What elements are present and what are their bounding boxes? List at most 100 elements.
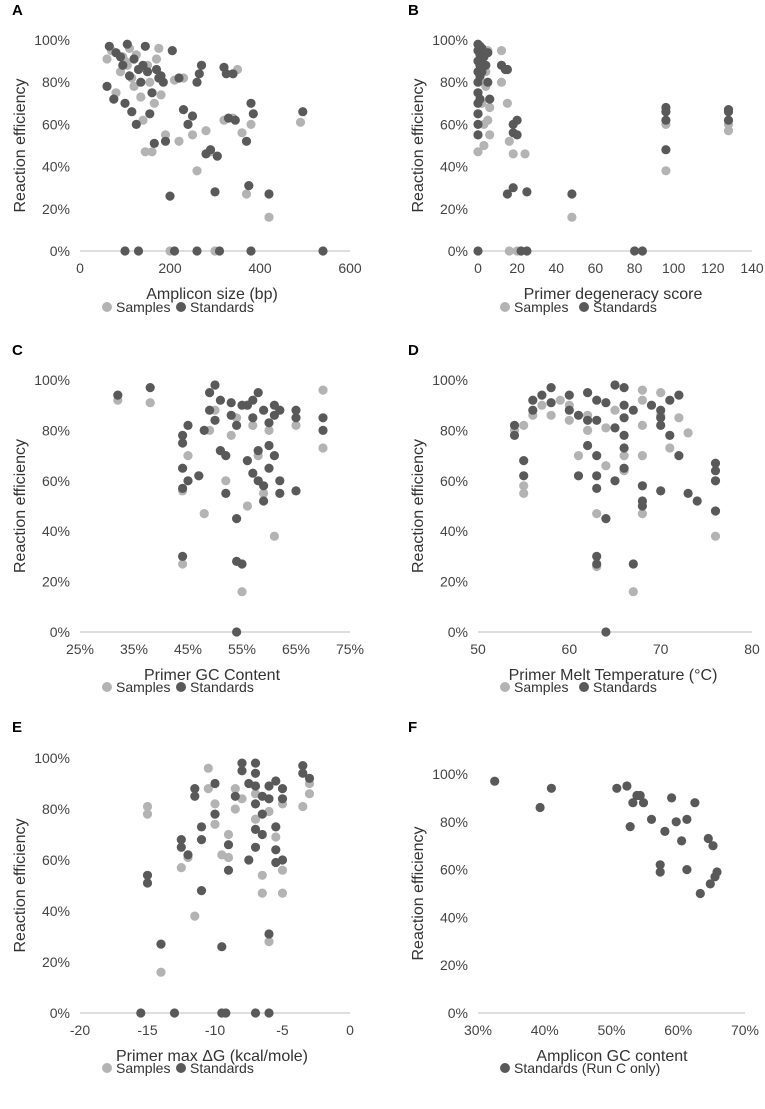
y-tick-label: 20% <box>42 954 70 970</box>
y-tick-label: 80% <box>440 74 468 90</box>
data-point-standards <box>291 405 301 415</box>
data-point-standards <box>228 69 238 79</box>
data-point-standards <box>612 783 622 793</box>
data-point-standards <box>183 119 193 129</box>
data-point-standards <box>264 1008 274 1018</box>
x-tick-label: 600 <box>338 260 362 276</box>
legend-marker <box>500 302 510 312</box>
data-point-standards <box>264 794 274 804</box>
data-point-samples <box>637 385 648 395</box>
legend-marker <box>176 1063 186 1073</box>
data-point-standards <box>264 440 274 451</box>
data-point-samples <box>665 443 675 453</box>
data-point-samples <box>592 508 602 519</box>
data-point-standards <box>129 54 139 64</box>
data-point-samples <box>277 865 288 875</box>
data-point-standards <box>567 189 577 199</box>
data-point-standards <box>196 822 207 832</box>
data-point-standards <box>120 98 130 108</box>
data-point-standards <box>277 855 288 865</box>
data-point-samples <box>223 829 234 840</box>
data-point-samples <box>502 98 512 108</box>
y-tick-label: 0% <box>50 243 70 259</box>
data-point-standards <box>622 781 632 791</box>
data-point-standards <box>695 888 705 899</box>
data-point-standards <box>275 476 285 486</box>
data-point-standards <box>275 488 285 498</box>
data-point-samples <box>156 967 166 977</box>
data-point-standards <box>502 189 512 199</box>
data-point-standards <box>318 425 328 435</box>
data-point-samples <box>230 784 240 794</box>
x-axis-title: Primer max ΔG (kcal/mole) <box>116 1048 308 1065</box>
y-tick-label: 40% <box>42 523 70 539</box>
data-point-samples <box>656 388 666 398</box>
data-point-standards <box>230 115 240 125</box>
data-point-standards <box>277 794 288 804</box>
data-point-standards <box>248 413 258 423</box>
x-tick-label: 75% <box>336 641 364 657</box>
x-tick-label: 35% <box>120 641 148 657</box>
data-point-standards <box>156 939 166 949</box>
legend-label: Standards <box>190 299 254 315</box>
y-tick-label: 20% <box>440 957 468 973</box>
data-point-standards <box>190 784 200 794</box>
data-point-standards <box>628 798 638 808</box>
data-point-standards <box>667 793 677 803</box>
data-point-standards <box>625 822 635 832</box>
y-tick-label: 80% <box>440 422 468 438</box>
data-point-samples <box>203 784 213 794</box>
data-point-samples <box>674 413 684 423</box>
data-point-standards <box>705 879 715 889</box>
x-tick-label: -20 <box>70 1022 90 1038</box>
data-point-samples <box>485 102 495 113</box>
data-point-samples <box>519 481 529 491</box>
data-point-samples <box>473 147 483 157</box>
data-point-samples <box>142 809 153 819</box>
data-point-standards <box>196 835 207 845</box>
y-tick-label: 100% <box>432 32 468 48</box>
data-point-standards <box>646 400 657 410</box>
data-point-standards <box>473 246 483 256</box>
data-point-samples <box>129 81 139 91</box>
data-point-standards <box>535 802 545 813</box>
y-tick-label: 100% <box>34 372 70 388</box>
data-point-samples <box>564 415 574 425</box>
data-point-standards <box>512 115 522 125</box>
y-tick-label: 20% <box>42 201 70 217</box>
data-point-standards <box>592 451 602 461</box>
y-tick-label: 20% <box>42 574 70 590</box>
y-tick-label: 60% <box>440 862 468 878</box>
data-point-standards <box>269 451 279 461</box>
panel-letter: D <box>408 342 419 359</box>
data-point-samples <box>160 130 171 140</box>
data-point-standards <box>215 395 225 405</box>
data-point-standards <box>149 138 159 148</box>
data-point-standards <box>190 791 200 801</box>
data-point-standards <box>546 383 556 393</box>
x-tick-label: -10 <box>205 1022 225 1038</box>
data-point-samples <box>230 804 240 814</box>
data-point-standards <box>169 1008 180 1018</box>
data-point-standards <box>232 514 242 524</box>
data-point-standards <box>710 506 721 516</box>
y-tick-label: 20% <box>440 201 468 217</box>
data-point-standards <box>546 398 556 408</box>
y-tick-label: 100% <box>34 750 70 766</box>
panel-f: F 0% 20% 40% 60% 80% 100% 30% 40% 50% 60% 70% Reacti… <box>408 719 759 1076</box>
legend-marker <box>176 682 186 692</box>
legend-marker <box>579 682 589 692</box>
y-tick-label: 40% <box>42 903 70 919</box>
data-point-standards <box>253 388 263 398</box>
data-point-standards <box>656 405 666 415</box>
data-point-standards <box>610 476 620 486</box>
y-tick-label: 80% <box>42 422 70 438</box>
y-tick-label: 80% <box>42 801 70 817</box>
data-point-standards <box>708 841 718 851</box>
y-tick-label: 0% <box>448 243 468 259</box>
x-tick-label: 70 <box>653 641 669 657</box>
x-tick-label: 30% <box>464 1022 492 1038</box>
data-point-standards <box>630 246 640 256</box>
data-point-standards <box>519 471 529 481</box>
data-point-standards <box>205 405 215 415</box>
